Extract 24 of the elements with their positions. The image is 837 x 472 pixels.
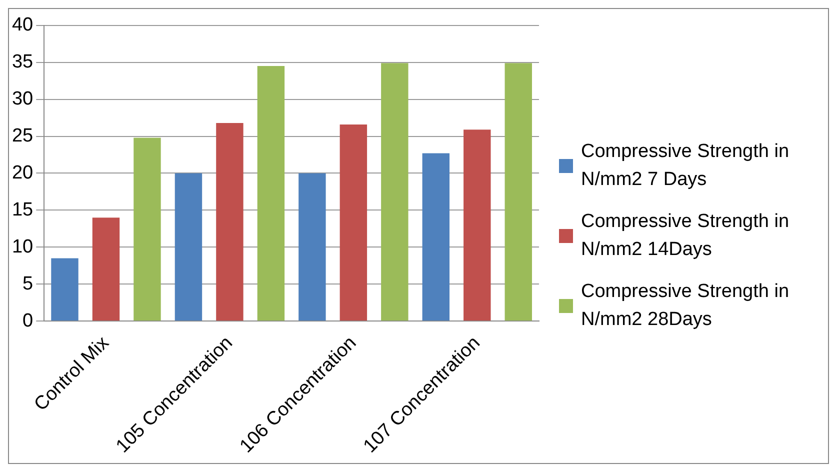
bar	[174, 173, 202, 321]
bar	[340, 124, 368, 321]
bar	[51, 258, 78, 321]
bar	[257, 66, 285, 321]
y-tick-label: 25	[12, 126, 34, 147]
bar	[464, 130, 491, 321]
y-tick-label: 20	[12, 162, 34, 184]
bar	[504, 63, 532, 321]
y-tick-label: 30	[12, 88, 34, 110]
bar	[298, 173, 326, 321]
y-tick-label: 10	[12, 236, 34, 258]
bar	[134, 138, 161, 321]
y-tick-label: 0	[22, 310, 34, 332]
y-tick-label: 40	[12, 14, 34, 36]
bar	[216, 122, 244, 321]
legend-label: Compressive Strength in N/mm2 28Days	[581, 280, 790, 332]
y-tick-label: 35	[12, 52, 34, 73]
y-tick-label: 15	[12, 199, 34, 220]
legend-label: Compressive Strength in N/mm2 14Days	[581, 210, 790, 262]
bar	[422, 153, 450, 321]
bar	[92, 218, 120, 321]
bar	[381, 63, 408, 321]
legend-label: Compressive Strength in N/mm2 7 Days	[581, 140, 790, 192]
y-tick-label: 5	[22, 273, 34, 294]
